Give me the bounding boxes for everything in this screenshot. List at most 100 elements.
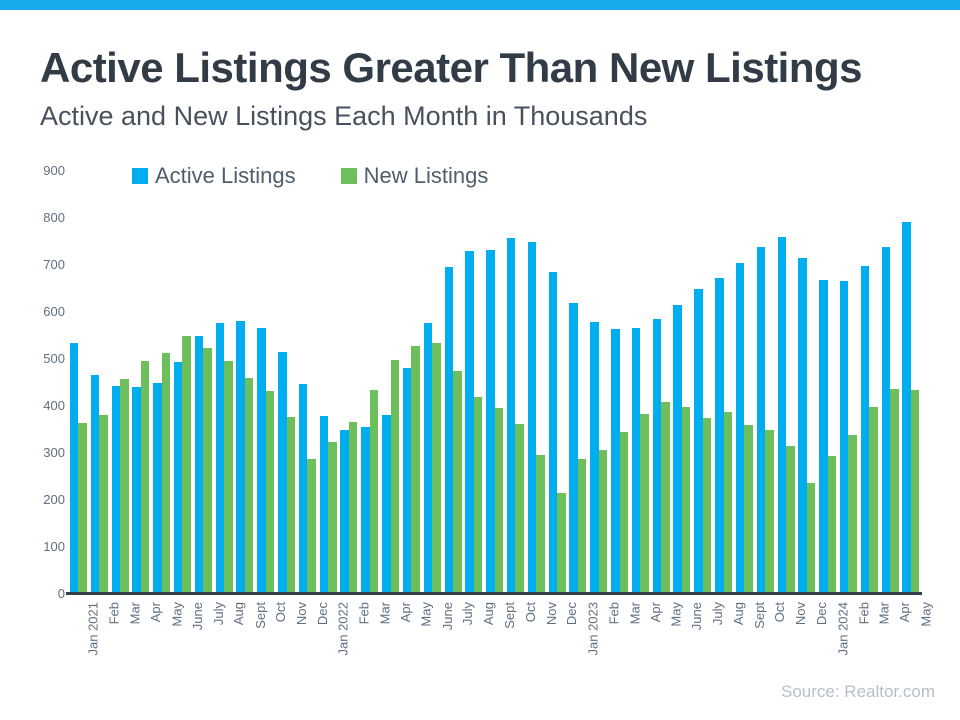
x-axis-tick-label: July	[460, 602, 476, 626]
month-group: Jan 2024	[817, 171, 850, 656]
bar-new-listings	[286, 416, 296, 594]
x-axis-tick-label: Dec	[814, 602, 830, 626]
x-axis-tick-label: May	[918, 602, 934, 627]
month-group: Feb	[838, 171, 871, 624]
month-group: June	[672, 171, 704, 630]
month-group: Oct	[255, 171, 288, 622]
x-axis-tick-label: Apr	[148, 602, 164, 623]
x-axis-tick-label: Oct	[772, 602, 788, 623]
bar-new-listings	[307, 458, 316, 594]
bar-new-listings	[515, 424, 524, 594]
bar-new-listings	[161, 352, 171, 594]
x-axis-tick-label: Feb	[356, 602, 372, 625]
bar-active-listings	[611, 328, 620, 594]
bar-active-listings	[298, 383, 308, 594]
bar-new-listings	[224, 360, 233, 594]
bar-new-listings	[827, 455, 837, 594]
bar-new-listings	[723, 412, 733, 594]
bar-new-listings	[557, 492, 566, 594]
x-axis-tick-label: Mar	[377, 602, 393, 625]
bar-new-listings	[328, 441, 337, 594]
bar-active-listings	[798, 257, 807, 594]
bar-new-listings	[910, 389, 920, 594]
x-axis-tick-label: Aug	[231, 602, 247, 626]
month-group: Mar	[359, 171, 392, 624]
bar-new-listings	[765, 429, 774, 594]
x-axis-tick-label: May	[668, 602, 684, 627]
bar-active-listings	[694, 288, 703, 594]
top-accent-bar	[0, 0, 960, 10]
y-axis-tick-label: 400	[43, 398, 65, 413]
y-axis-tick-label: 700	[43, 257, 65, 272]
bar-active-listings	[715, 278, 724, 594]
bar-active-listings	[361, 427, 370, 594]
bar-active-listings	[423, 323, 433, 594]
x-axis-tick-label: Nov	[543, 602, 559, 626]
bar-active-listings	[340, 430, 349, 594]
month-group: Aug	[214, 171, 247, 625]
bar-active-listings	[506, 238, 516, 594]
bar-new-listings	[598, 449, 608, 594]
x-axis-tick-label: Jan 2022	[335, 602, 351, 656]
x-axis-tick-label: Apr	[897, 602, 913, 623]
y-axis-tick-label: 600	[43, 304, 65, 319]
month-group: Oct	[755, 171, 788, 622]
y-axis-tick-label: 100	[43, 539, 65, 554]
bar-new-listings	[494, 408, 504, 594]
month-group: July	[692, 171, 725, 625]
bar-new-listings	[99, 414, 108, 594]
bar-new-listings	[890, 389, 899, 594]
x-axis-tick-label: Jan 2024	[835, 602, 851, 656]
month-group: Nov	[526, 171, 559, 625]
x-axis-tick-label: Jan 2021	[85, 602, 101, 656]
bar-new-listings	[369, 389, 379, 594]
x-axis-tick-label: May	[169, 602, 185, 627]
bar-active-listings	[111, 385, 121, 594]
x-axis-tick-label: Oct	[273, 602, 289, 623]
month-group: Dec	[297, 171, 330, 625]
legend-label: New Listings	[363, 163, 489, 188]
x-axis-tick-label: June	[189, 602, 205, 631]
x-axis-tick-label: July	[210, 602, 226, 626]
bar-active-listings	[257, 327, 266, 594]
bar-new-listings	[265, 391, 275, 594]
active-listings-swatch-icon	[132, 168, 148, 184]
legend-item-new-listings: New Listings	[340, 163, 489, 189]
month-group: Oct	[505, 171, 538, 622]
x-axis-tick-label: Mar	[876, 602, 892, 625]
x-axis-line	[66, 592, 922, 595]
x-axis-tick-label: Apr	[398, 602, 414, 623]
month-group: Dec	[796, 171, 829, 625]
bar-new-listings	[786, 445, 795, 594]
x-axis-tick-label: Mar	[627, 602, 643, 625]
y-axis-tick-label: 300	[43, 445, 65, 460]
x-axis-tick-label: Oct	[522, 602, 538, 623]
x-axis-tick-label: June	[439, 602, 455, 631]
legend: Active Listings New Listings	[132, 163, 488, 189]
x-axis-tick-label: Jan 2023	[585, 602, 601, 656]
month-group: Dec	[547, 171, 580, 625]
bar-active-listings	[465, 250, 474, 594]
month-group: Mar	[609, 171, 642, 624]
month-group: Aug	[713, 171, 746, 625]
bar-active-listings	[860, 266, 870, 594]
plot-area: Jan 2021 Feb Mar Apr May June July Aug Sept Oct No…	[68, 171, 933, 656]
bar-active-listings	[673, 304, 682, 594]
month-group: Jan 2023	[568, 171, 600, 656]
bar-active-listings	[382, 414, 391, 594]
bar-new-listings	[348, 421, 358, 594]
bar-active-listings	[631, 328, 641, 594]
bar-active-listings	[819, 279, 828, 594]
month-group: Mar	[859, 171, 892, 624]
month-group: June	[422, 171, 455, 630]
bar-active-listings	[132, 387, 141, 594]
bar-active-listings	[735, 263, 745, 594]
month-group: June	[172, 171, 205, 630]
bar-new-listings	[661, 401, 670, 594]
month-group: Jan 2021	[68, 171, 101, 656]
bar-active-listings	[153, 382, 162, 594]
month-group: May	[651, 171, 684, 627]
month-group: Mar	[110, 171, 143, 624]
bar-active-listings	[194, 336, 204, 594]
bar-new-listings	[640, 413, 649, 594]
